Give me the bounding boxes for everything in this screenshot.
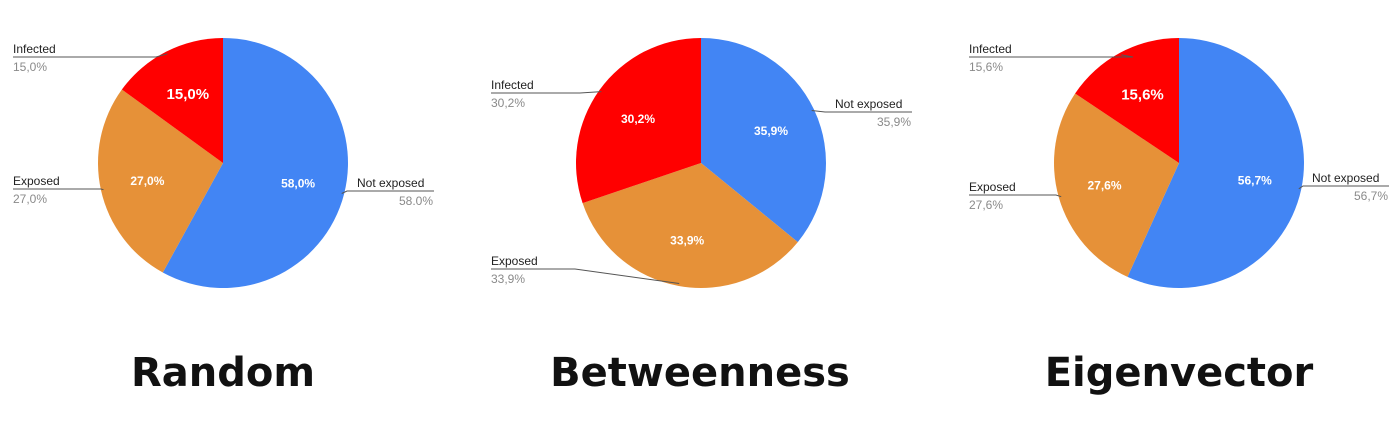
- slice-value-label-exposed: 27,6%: [1087, 178, 1121, 192]
- category-value-exposed: 33,9%: [491, 272, 525, 286]
- pie-slice-not-exposed: [162, 38, 348, 289]
- category-label-not-exposed: Not exposed: [357, 176, 424, 190]
- category-value-not-exposed: 56,7%: [1354, 189, 1388, 203]
- slice-value-label-infected: 15,0%: [167, 86, 210, 103]
- leader-line-infected: [491, 91, 602, 94]
- category-label-infected: Infected: [491, 78, 534, 92]
- leader-line-not-exposed: [1298, 185, 1389, 190]
- leader-line-exposed: [13, 188, 104, 191]
- pie-slice-infected: [121, 38, 223, 163]
- chart-title-eigenvector: Eigenvector: [1044, 350, 1314, 396]
- pie-slice-infected: [575, 38, 701, 204]
- slice-value-label-infected: 30,2%: [621, 112, 655, 126]
- chart-title-betweenness: Betweenness: [550, 350, 850, 396]
- slice-value-label-exposed: 27,0%: [130, 174, 164, 188]
- category-value-not-exposed: 58.0%: [399, 194, 433, 208]
- category-label-not-exposed: Not exposed: [835, 97, 902, 111]
- category-value-infected: 15,6%: [969, 60, 1003, 74]
- category-value-infected: 15,0%: [13, 60, 47, 74]
- chart-title-random: Random: [130, 350, 316, 396]
- leader-line-infected: [969, 54, 1134, 58]
- pie-slice-exposed: [1054, 93, 1179, 277]
- pie-slice-exposed: [97, 89, 223, 273]
- category-value-infected: 30,2%: [491, 96, 525, 110]
- leader-line-exposed: [969, 194, 1062, 198]
- category-value-exposed: 27,0%: [13, 192, 47, 206]
- leader-line-not-exposed: [811, 110, 912, 113]
- pie-chart-random: 58,0% Not exposed 58.0% 27,0% Exposed 27,0% 15…: [13, 38, 434, 289]
- leader-line-not-exposed: [341, 190, 434, 194]
- category-label-exposed: Exposed: [491, 254, 538, 268]
- slice-value-label-not-exposed: 58,0%: [281, 176, 315, 190]
- category-label-infected: Infected: [13, 42, 56, 56]
- pie-chart-betweenness: 35,9% Not exposed 35,9% 33,9% Exposed 33,9% 30…: [491, 38, 912, 288]
- pie-slice-not-exposed: [701, 38, 826, 243]
- category-value-exposed: 27,6%: [969, 198, 1003, 212]
- slice-value-label-exposed: 33,9%: [670, 233, 704, 247]
- category-label-infected: Infected: [969, 42, 1012, 56]
- pie-slice-not-exposed: [1127, 38, 1305, 288]
- slice-value-label-not-exposed: 56,7%: [1238, 173, 1272, 187]
- category-value-not-exposed: 35,9%: [877, 115, 911, 129]
- category-label-not-exposed: Not exposed: [1312, 171, 1379, 185]
- category-label-exposed: Exposed: [13, 174, 60, 188]
- category-label-exposed: Exposed: [969, 180, 1016, 194]
- slice-value-label-infected: 15,6%: [1121, 87, 1164, 104]
- leader-line-infected: [13, 53, 168, 58]
- pie-slice-infected: [1075, 38, 1179, 163]
- leader-line-exposed: [491, 268, 680, 284]
- slice-value-label-not-exposed: 35,9%: [754, 124, 788, 138]
- pie-slice-exposed: [582, 163, 798, 288]
- pie-chart-eigenvector: 56,7% Not exposed 56,7% 27,6% Exposed 27,6% 15…: [969, 38, 1389, 288]
